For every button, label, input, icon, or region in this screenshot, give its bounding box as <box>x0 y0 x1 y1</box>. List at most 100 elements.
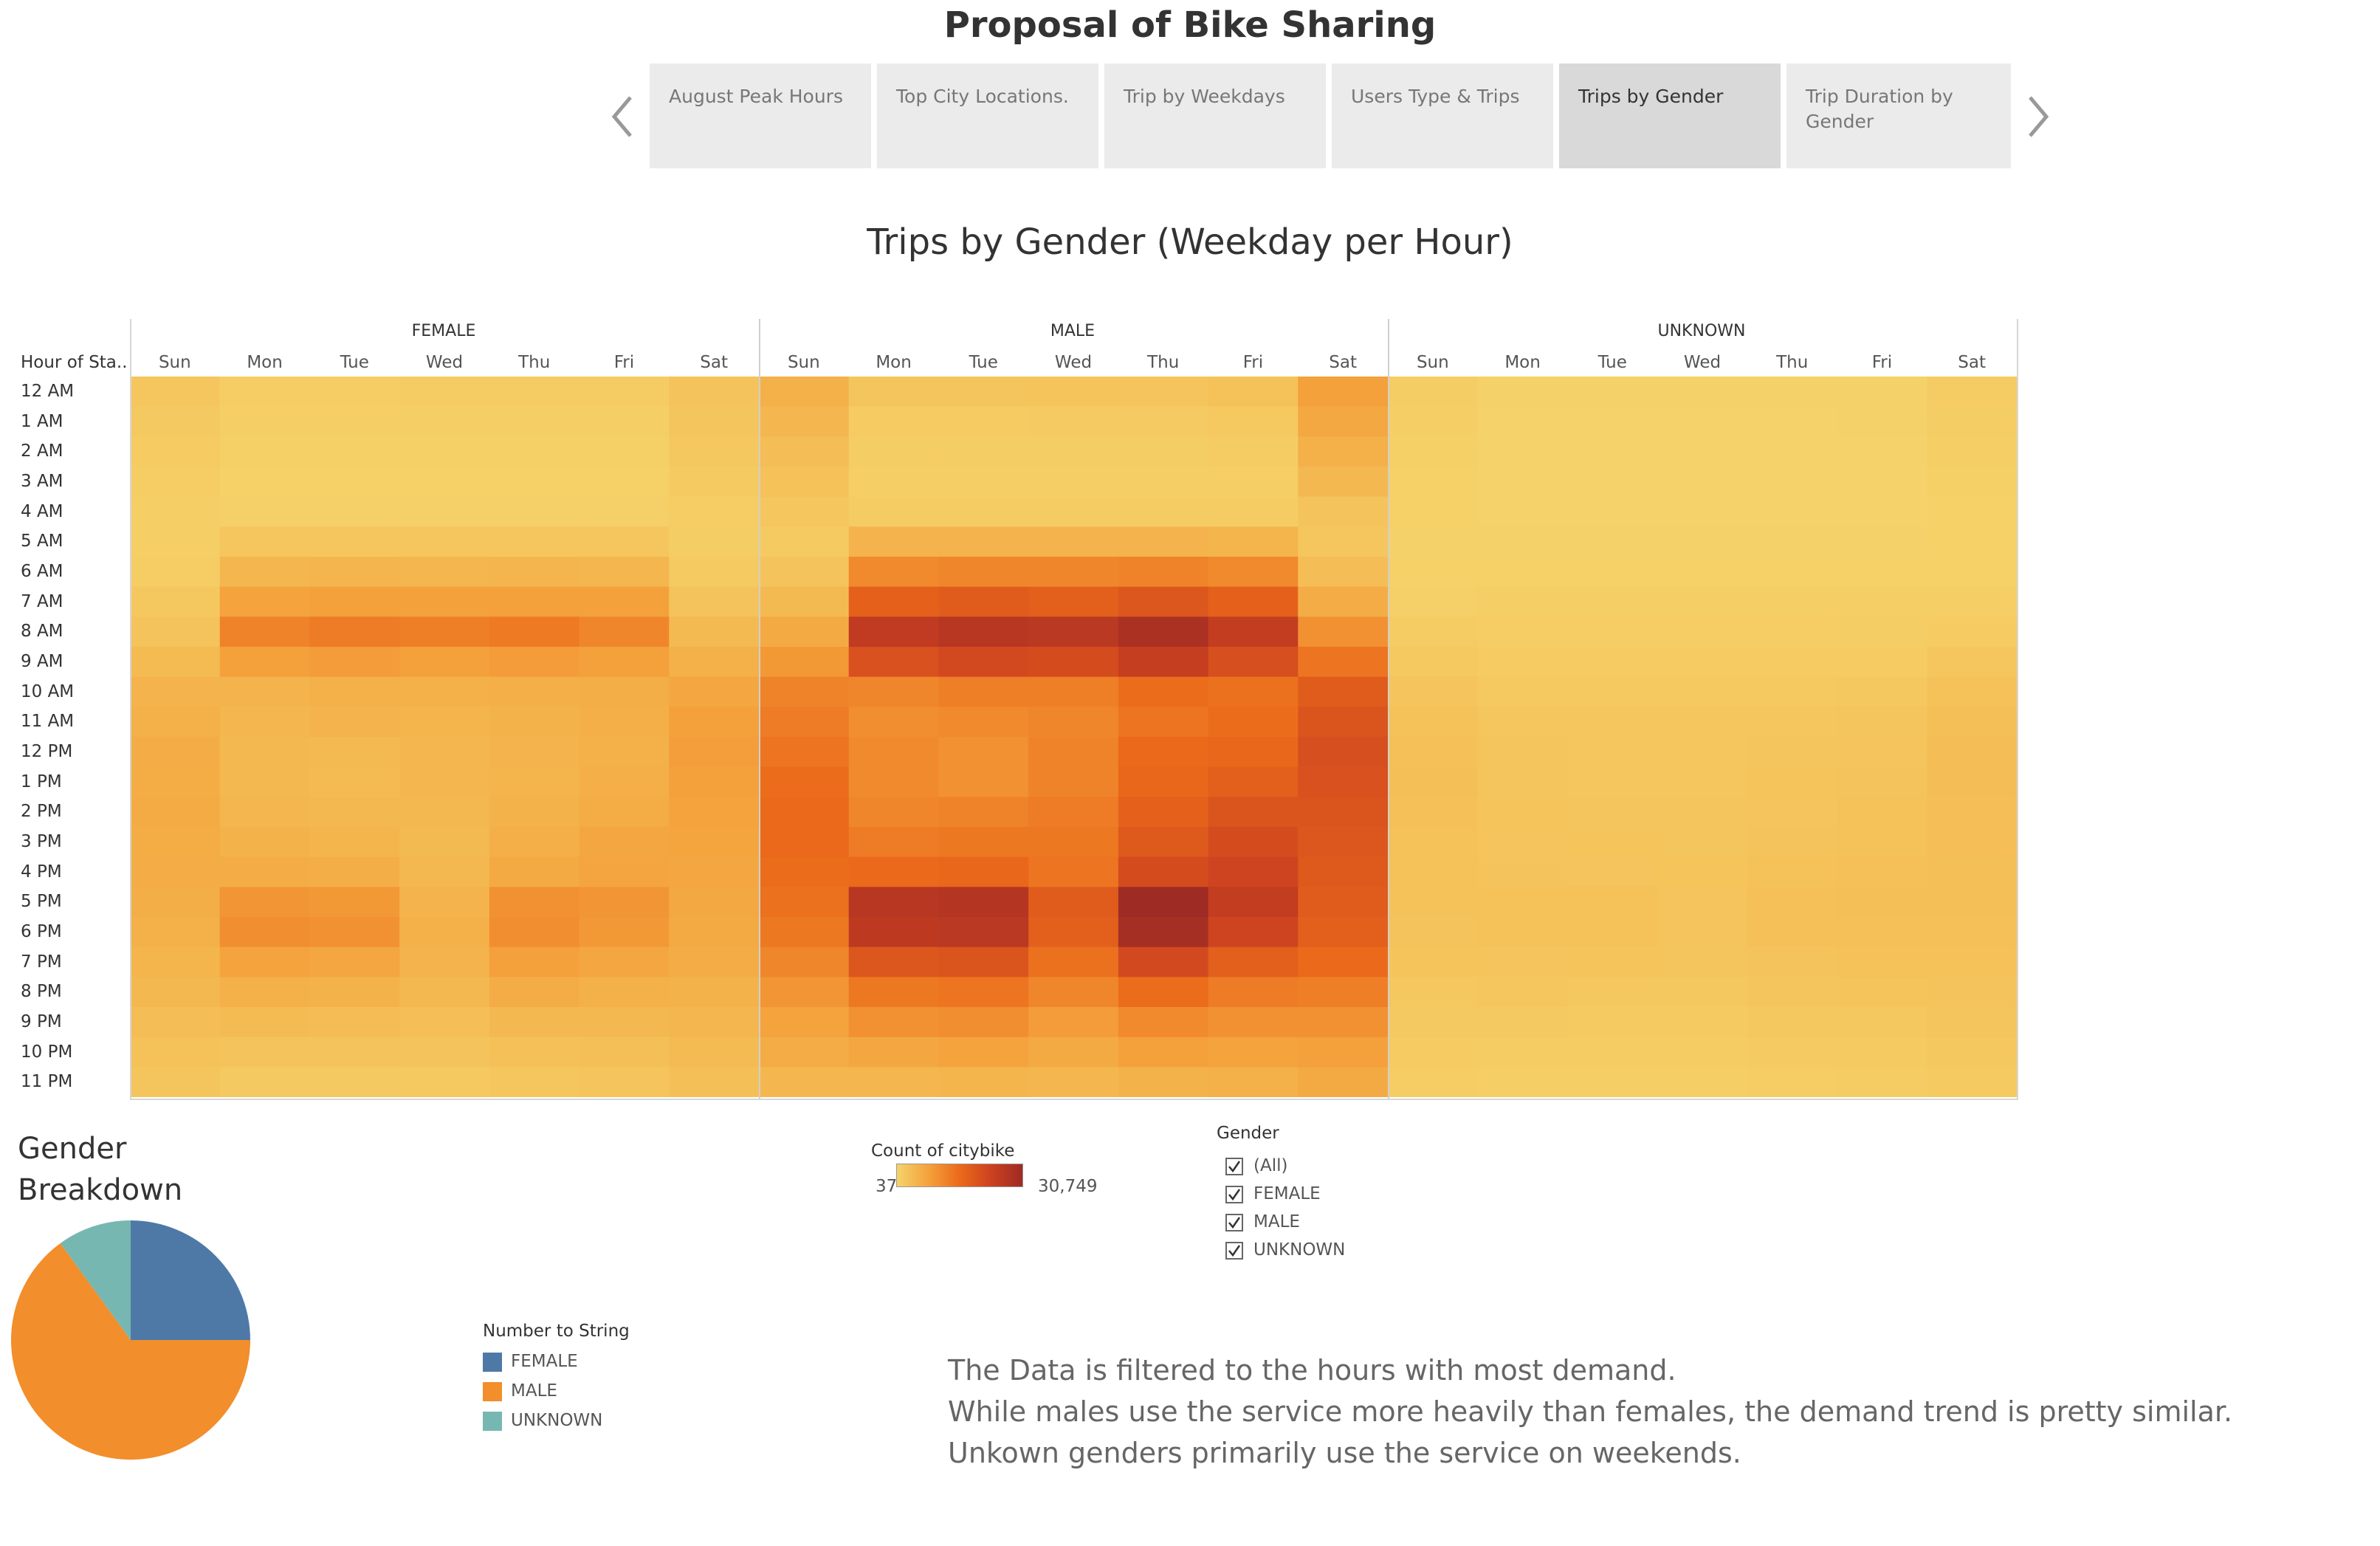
heatmap-cell[interactable] <box>399 676 490 707</box>
heatmap-cell[interactable] <box>1747 616 1838 647</box>
gender-filter-option[interactable]: UNKNOWN <box>1225 1236 1345 1264</box>
heatmap-cell[interactable] <box>848 917 940 948</box>
heatmap-cell[interactable] <box>759 676 850 707</box>
heatmap-cell[interactable] <box>759 797 850 828</box>
heatmap-cell[interactable] <box>1028 737 1119 768</box>
heatmap-cell[interactable] <box>399 586 490 617</box>
heatmap-cell[interactable] <box>219 1007 311 1038</box>
heatmap-cell[interactable] <box>219 377 311 408</box>
heatmap-cell[interactable] <box>309 406 400 437</box>
heatmap-cell[interactable] <box>759 1037 850 1068</box>
heatmap-cell[interactable] <box>1388 467 1479 498</box>
heatmap-cell[interactable] <box>1388 737 1479 768</box>
heatmap-cell[interactable] <box>1298 557 1389 588</box>
heatmap-cell[interactable] <box>669 1037 760 1068</box>
heatmap-cell[interactable] <box>1927 737 2017 768</box>
heatmap-cell[interactable] <box>399 917 490 948</box>
heatmap-cell[interactable] <box>1747 1067 1838 1097</box>
heatmap-cell[interactable] <box>1208 766 1299 797</box>
heatmap-cell[interactable] <box>130 406 221 437</box>
heatmap-cell[interactable] <box>489 766 580 797</box>
pie-legend-item[interactable]: FEMALE <box>483 1347 630 1376</box>
heatmap-cell[interactable] <box>579 647 670 678</box>
heatmap-cell[interactable] <box>1208 827 1299 858</box>
heatmap-cell[interactable] <box>1927 467 2017 498</box>
heatmap-cell[interactable] <box>848 707 940 738</box>
heatmap-cell[interactable] <box>759 827 850 858</box>
heatmap-cell[interactable] <box>669 467 760 498</box>
heatmap-cell[interactable] <box>1837 377 1927 408</box>
heatmap-cell[interactable] <box>759 947 850 978</box>
heatmap-cell[interactable] <box>938 917 1029 948</box>
heatmap-cell[interactable] <box>1208 707 1299 738</box>
heatmap-cell[interactable] <box>1388 977 1479 1008</box>
heatmap-cell[interactable] <box>1567 647 1658 678</box>
heatmap-cell[interactable] <box>669 676 760 707</box>
heatmap-cell[interactable] <box>309 737 400 768</box>
heatmap-cell[interactable] <box>1477 436 1569 467</box>
heatmap-cell[interactable] <box>1837 856 1927 887</box>
heatmap-cell[interactable] <box>938 977 1029 1008</box>
heatmap-cell[interactable] <box>579 856 670 887</box>
heatmap-cell[interactable] <box>309 676 400 707</box>
heatmap-cell[interactable] <box>938 1037 1029 1068</box>
heatmap-cell[interactable] <box>1208 616 1299 647</box>
heatmap-cell[interactable] <box>848 586 940 617</box>
heatmap-cell[interactable] <box>1567 496 1658 527</box>
heatmap-cell[interactable] <box>1208 496 1299 527</box>
heatmap-cell[interactable] <box>1657 827 1748 858</box>
heatmap-cell[interactable] <box>848 557 940 588</box>
heatmap-cell[interactable] <box>1118 827 1209 858</box>
heatmap-cell[interactable] <box>1298 526 1389 557</box>
heatmap-cell[interactable] <box>309 1007 400 1038</box>
heatmap-cell[interactable] <box>1747 737 1838 768</box>
heatmap-cell[interactable] <box>1208 1037 1299 1068</box>
heatmap-cell[interactable] <box>1477 557 1569 588</box>
heatmap-cell[interactable] <box>1657 406 1748 437</box>
tab-users-type-trips[interactable]: Users Type & Trips <box>1332 63 1553 168</box>
heatmap-cell[interactable] <box>399 827 490 858</box>
heatmap-cell[interactable] <box>1567 377 1658 408</box>
heatmap-cell[interactable] <box>130 496 221 527</box>
heatmap-cell[interactable] <box>399 1037 490 1068</box>
heatmap-cell[interactable] <box>669 1007 760 1038</box>
heatmap-cell[interactable] <box>1657 467 1748 498</box>
heatmap-cell[interactable] <box>1118 917 1209 948</box>
heatmap-cell[interactable] <box>309 797 400 828</box>
heatmap-cell[interactable] <box>759 377 850 408</box>
heatmap-cell[interactable] <box>1028 377 1119 408</box>
heatmap-cell[interactable] <box>489 526 580 557</box>
heatmap-cell[interactable] <box>1567 1037 1658 1068</box>
heatmap-cell[interactable] <box>1208 797 1299 828</box>
heatmap-cell[interactable] <box>1837 737 1927 768</box>
heatmap-cell[interactable] <box>130 917 221 948</box>
heatmap-cell[interactable] <box>1747 526 1838 557</box>
heatmap-cell[interactable] <box>1388 377 1479 408</box>
heatmap-cell[interactable] <box>1118 797 1209 828</box>
heatmap-cell[interactable] <box>399 737 490 768</box>
heatmap-cell[interactable] <box>1028 887 1119 918</box>
heatmap-cell[interactable] <box>309 586 400 617</box>
heatmap-cell[interactable] <box>1657 766 1748 797</box>
heatmap-cell[interactable] <box>848 947 940 978</box>
heatmap-cell[interactable] <box>579 707 670 738</box>
heatmap-cell[interactable] <box>1567 526 1658 557</box>
heatmap-cell[interactable] <box>669 827 760 858</box>
heatmap-cell[interactable] <box>938 737 1029 768</box>
heatmap-cell[interactable] <box>219 707 311 738</box>
heatmap-cell[interactable] <box>1388 1007 1479 1038</box>
heatmap-cell[interactable] <box>1567 766 1658 797</box>
heatmap-cell[interactable] <box>938 827 1029 858</box>
heatmap-cell[interactable] <box>1747 947 1838 978</box>
heatmap-cell[interactable] <box>1298 467 1389 498</box>
heatmap-cell[interactable] <box>938 1067 1029 1097</box>
heatmap-cell[interactable] <box>1028 647 1119 678</box>
heatmap-cell[interactable] <box>1837 1037 1927 1068</box>
heatmap-cell[interactable] <box>1028 797 1119 828</box>
heatmap-cell[interactable] <box>1388 797 1479 828</box>
heatmap-cell[interactable] <box>1927 827 2017 858</box>
heatmap-cell[interactable] <box>1118 467 1209 498</box>
heatmap-cell[interactable] <box>669 887 760 918</box>
heatmap-cell[interactable] <box>1927 1007 2017 1038</box>
heatmap-cell[interactable] <box>1927 496 2017 527</box>
